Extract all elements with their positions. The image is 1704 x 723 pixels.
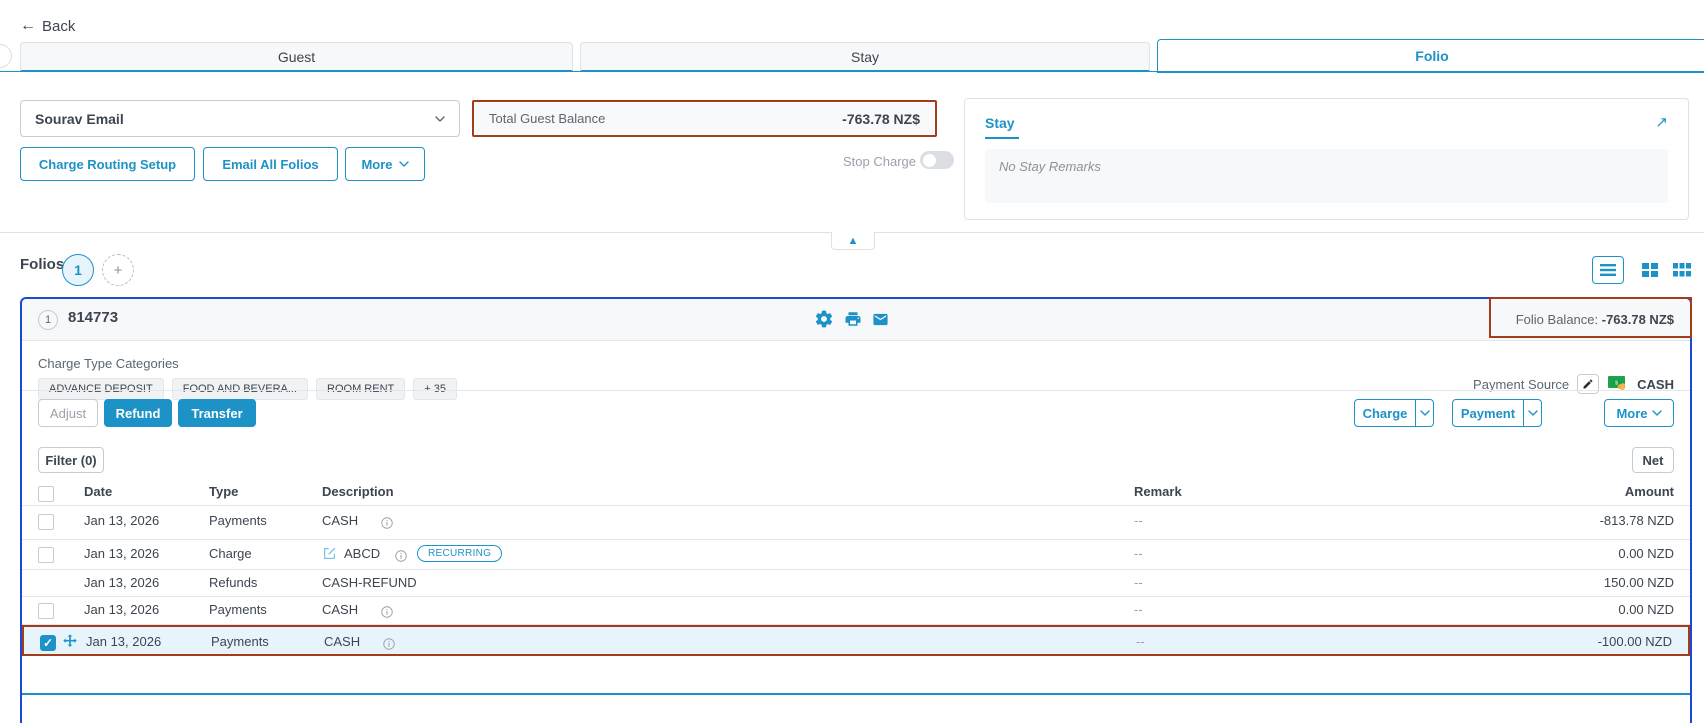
svg-text:$: $ [1615, 381, 1618, 387]
